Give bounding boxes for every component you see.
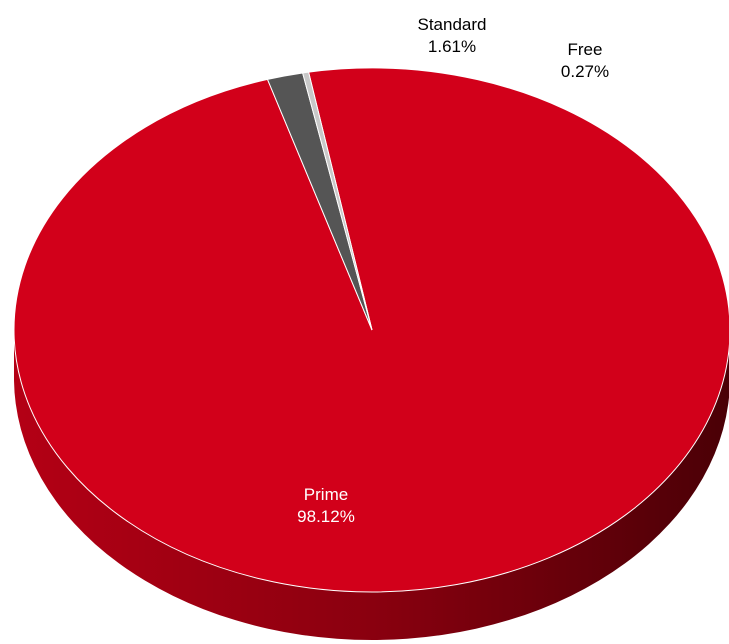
slice-label-standard: Standard 1.61%: [418, 15, 487, 56]
slice-name-standard: Standard: [418, 15, 487, 34]
slice-label-free: Free 0.27%: [561, 40, 609, 81]
slice-name-free: Free: [568, 40, 603, 59]
slice-name-prime: Prime: [304, 485, 348, 504]
pie-side-wall: [14, 330, 729, 640]
slice-value-prime: 98.12%: [297, 507, 355, 526]
slice-value-free: 0.27%: [561, 62, 609, 81]
pie-slice-free[interactable]: [302, 71, 373, 331]
slice-value-standard: 1.61%: [428, 37, 476, 56]
slice-label-prime: Prime 98.12%: [297, 485, 355, 526]
pie-side: [14, 330, 729, 640]
pie-labels: Prime 98.12% Standard 1.61% Free 0.27%: [297, 15, 609, 526]
pie-top: [13, 67, 729, 593]
